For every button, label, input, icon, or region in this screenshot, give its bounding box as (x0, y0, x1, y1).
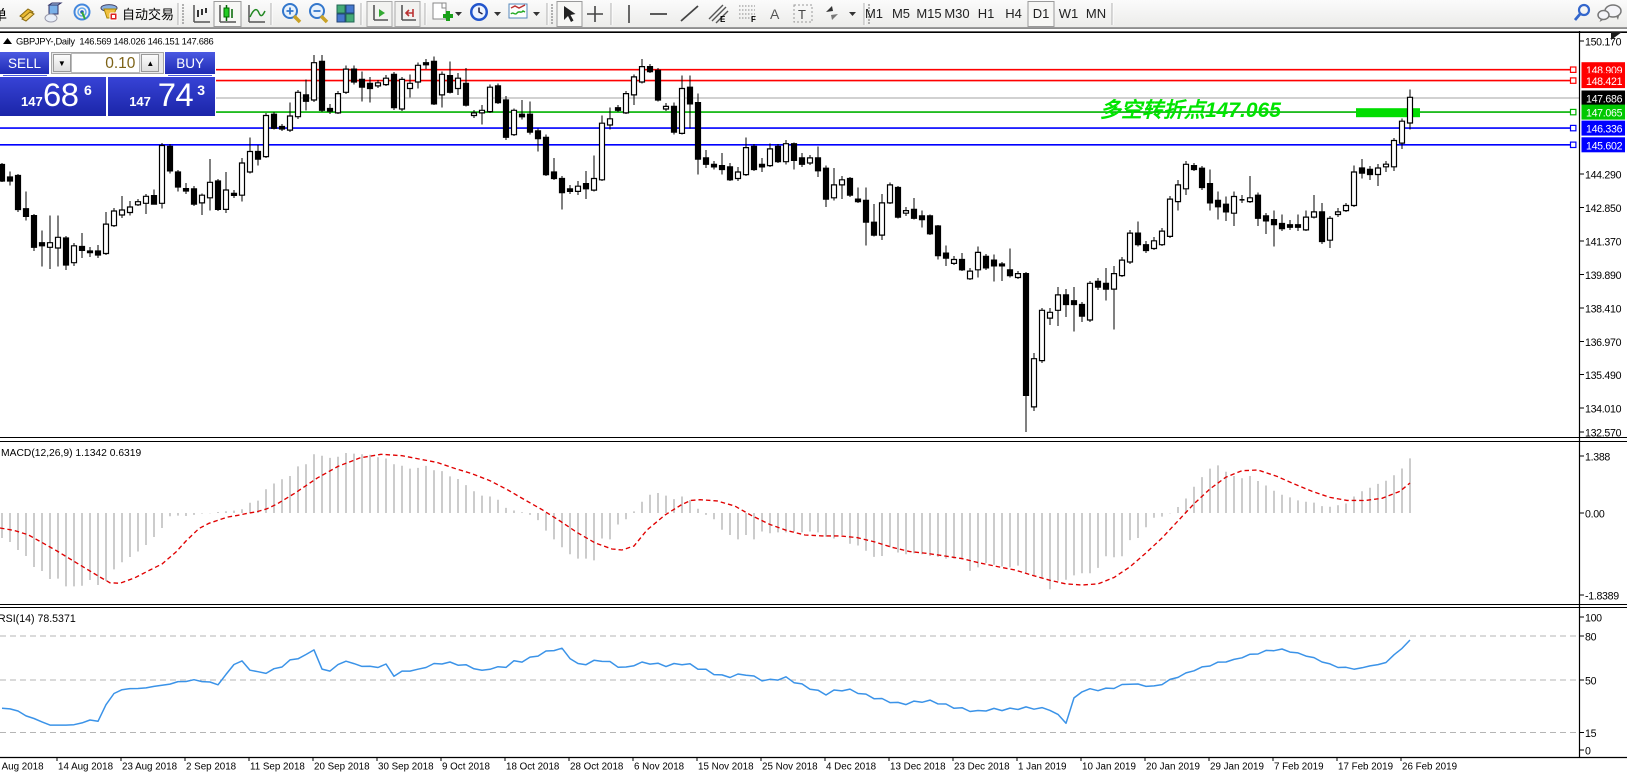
svg-text:50: 50 (1585, 676, 1597, 688)
svg-text:1.388: 1.388 (1585, 452, 1610, 464)
svg-text:1 Jan 2019: 1 Jan 2019 (1018, 762, 1066, 773)
svg-text:F: F (751, 15, 756, 24)
svg-text:W1: W1 (1059, 6, 1079, 21)
svg-text:-1.8389: -1.8389 (1585, 591, 1619, 603)
svg-text:28 Oct 2018: 28 Oct 2018 (570, 762, 624, 773)
svg-text:23 Dec 2018: 23 Dec 2018 (954, 762, 1010, 773)
svg-text:10 Jan 2019: 10 Jan 2019 (1082, 762, 1136, 773)
svg-text:147.065: 147.065 (1586, 108, 1623, 120)
svg-text:4 Dec 2018: 4 Dec 2018 (826, 762, 877, 773)
svg-text:134.010: 134.010 (1585, 404, 1622, 416)
svg-text:146.336: 146.336 (1586, 124, 1623, 136)
svg-text:18 Oct 2018: 18 Oct 2018 (506, 762, 560, 773)
svg-text:132.570: 132.570 (1585, 428, 1622, 440)
svg-text:6 Nov 2018: 6 Nov 2018 (634, 762, 685, 773)
svg-text:M5: M5 (892, 6, 910, 21)
svg-text:自动交易: 自动交易 (122, 7, 174, 22)
svg-text:E: E (720, 15, 726, 24)
svg-text:单: 单 (0, 7, 7, 23)
svg-text:139.890: 139.890 (1585, 270, 1622, 282)
svg-text:RSI(14) 78.5371: RSI(14) 78.5371 (0, 613, 76, 625)
svg-text:13 Dec 2018: 13 Dec 2018 (890, 762, 946, 773)
svg-text:150.170: 150.170 (1585, 37, 1622, 49)
svg-text:25 Nov 2018: 25 Nov 2018 (762, 762, 818, 773)
svg-text:30 Sep 2018: 30 Sep 2018 (378, 762, 434, 773)
svg-text:100: 100 (1585, 613, 1602, 625)
svg-text:T: T (798, 7, 806, 22)
svg-text:23 Aug 2018: 23 Aug 2018 (122, 762, 178, 773)
svg-text:多空转折点147.065: 多空转折点147.065 (1100, 98, 1281, 122)
svg-text:7 Feb 2019: 7 Feb 2019 (1274, 762, 1324, 773)
svg-text:H1: H1 (978, 6, 995, 21)
svg-text:148.421: 148.421 (1586, 76, 1623, 88)
svg-text:9 Oct 2018: 9 Oct 2018 (442, 762, 490, 773)
svg-text:141.370: 141.370 (1585, 237, 1622, 249)
svg-text:0: 0 (1585, 746, 1591, 758)
svg-text:5 Aug 2018: 5 Aug 2018 (0, 762, 44, 773)
svg-text:2 Sep 2018: 2 Sep 2018 (186, 762, 237, 773)
svg-text:11 Sep 2018: 11 Sep 2018 (250, 762, 305, 773)
svg-text:A: A (770, 6, 780, 22)
svg-text:135.490: 135.490 (1585, 370, 1622, 382)
svg-text:0.00: 0.00 (1585, 509, 1605, 521)
svg-text:MACD(12,26,9) 1.1342 0.6319: MACD(12,26,9) 1.1342 0.6319 (1, 448, 142, 459)
svg-text:MN: MN (1086, 6, 1106, 21)
svg-text:17 Feb 2019: 17 Feb 2019 (1338, 762, 1393, 773)
svg-text:20 Jan 2019: 20 Jan 2019 (1146, 762, 1200, 773)
svg-text:29 Jan 2019: 29 Jan 2019 (1210, 762, 1264, 773)
svg-text:14 Aug 2018: 14 Aug 2018 (58, 762, 114, 773)
svg-text:136.970: 136.970 (1585, 337, 1622, 349)
svg-text:80: 80 (1585, 632, 1597, 644)
svg-text:147.686: 147.686 (1586, 94, 1623, 106)
svg-text:15 Nov 2018: 15 Nov 2018 (698, 762, 754, 773)
svg-text:M30: M30 (944, 6, 969, 21)
svg-text:15: 15 (1585, 728, 1597, 740)
svg-text:GBPJPY-,Daily 146.569 148.026: GBPJPY-,Daily 146.569 148.026 146.151 14… (16, 36, 214, 47)
svg-text:M15: M15 (916, 6, 941, 21)
svg-text:145.602: 145.602 (1586, 140, 1623, 152)
svg-text:138.410: 138.410 (1585, 304, 1622, 316)
svg-text:142.850: 142.850 (1585, 203, 1622, 215)
svg-text:D1: D1 (1033, 6, 1050, 21)
svg-text:M1: M1 (865, 6, 883, 21)
svg-text:26 Feb 2019: 26 Feb 2019 (1402, 762, 1457, 773)
svg-text:20 Sep 2018: 20 Sep 2018 (314, 762, 370, 773)
svg-text:H4: H4 (1005, 6, 1022, 21)
svg-text:144.290: 144.290 (1585, 170, 1622, 182)
